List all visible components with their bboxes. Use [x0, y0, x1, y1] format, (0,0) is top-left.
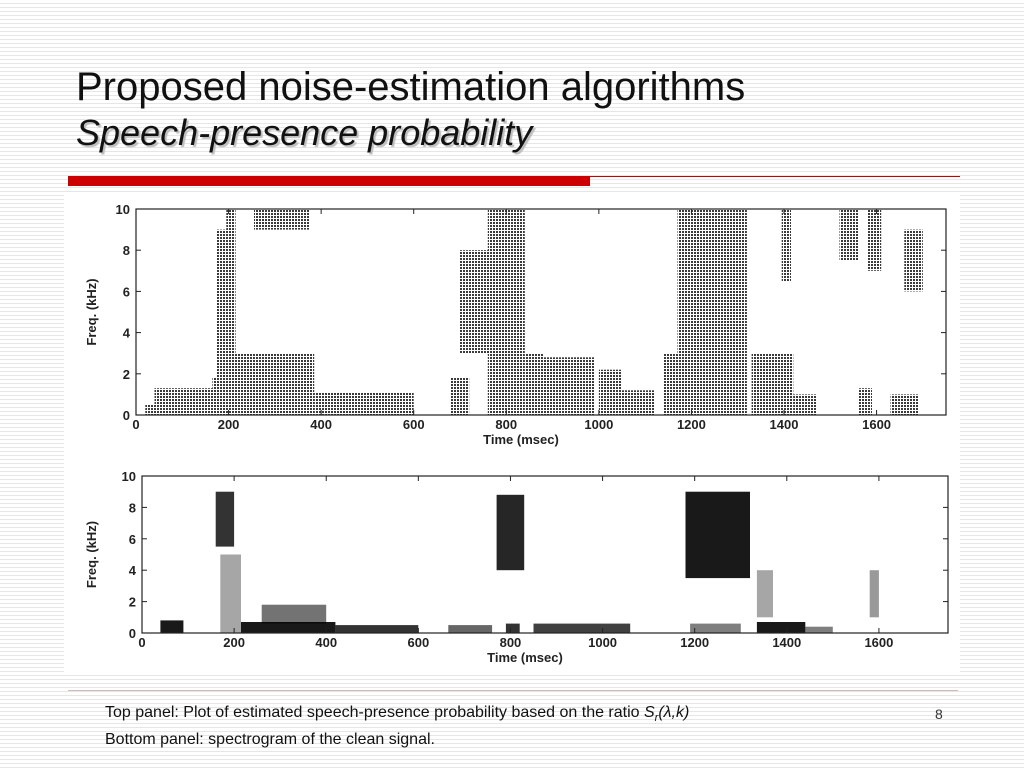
data-region — [524, 353, 544, 415]
data-region — [858, 388, 872, 415]
x-tick-label: 1600 — [864, 635, 893, 650]
x-tick-label: 1200 — [677, 417, 706, 432]
data-region — [685, 491, 750, 579]
data-region — [496, 494, 525, 571]
x-tick-label: 0 — [138, 635, 145, 650]
data-region — [869, 570, 879, 618]
caption-line-1-text: Top panel: Plot of estimated speech-pres… — [105, 704, 644, 721]
x-tick-label: 1600 — [862, 417, 891, 432]
caption-rule — [68, 690, 958, 691]
plot-frame — [135, 208, 947, 416]
data-region — [793, 394, 817, 415]
data-region — [890, 394, 919, 415]
data-region — [254, 209, 310, 230]
x-tick-label: 1400 — [772, 635, 801, 650]
x-tick-label: 400 — [310, 417, 332, 432]
data-region — [241, 622, 336, 633]
data-region — [756, 570, 773, 618]
caption-line-2: Bottom panel: spectrogram of the clean s… — [105, 731, 435, 749]
x-axis-label: Time (msec) — [487, 650, 563, 665]
x-tick-label: 1000 — [584, 417, 613, 432]
y-tick-label: 2 — [129, 595, 136, 610]
x-tick-label: 1000 — [588, 635, 617, 650]
data-region — [663, 353, 678, 415]
y-tick-label: 0 — [129, 626, 136, 641]
data-region — [450, 377, 470, 415]
data-region — [904, 229, 923, 292]
data-region — [226, 209, 236, 415]
data-region — [781, 209, 791, 282]
y-axis-label: Freq. (kHz) — [84, 278, 99, 345]
data-region — [235, 353, 315, 415]
data-region — [145, 404, 164, 415]
figure-svg: 0 200 400 600 800 1000 1200 1400 16000246810Time… — [84, 202, 949, 665]
data-region — [448, 625, 493, 633]
slide-title: Proposed noise-estimation algorithms Spe… — [76, 64, 976, 156]
ratio-subscript: r — [654, 712, 659, 725]
y-tick-label: 4 — [129, 563, 137, 578]
title-main: Proposed noise-estimation algorithms — [76, 65, 746, 109]
x-tick-label: 600 — [407, 635, 429, 650]
figure: 0 200 400 600 800 1000 1200 1400 1600 0 2 4 6 8 10 Time… — [64, 195, 960, 673]
caption-line-1: Top panel: Plot of estimated speech-pres… — [105, 702, 955, 729]
data-region — [751, 353, 794, 415]
data-region — [543, 357, 595, 415]
x-tick-label: 400 — [315, 635, 337, 650]
y-tick-label: 4 — [123, 326, 131, 341]
data-region — [598, 369, 622, 415]
ratio-symbol: Sr(λ,k) — [644, 704, 690, 725]
data-region — [805, 626, 833, 633]
ratio-symbol-s: S — [644, 704, 655, 721]
data-region — [215, 491, 235, 547]
ratio-args: (λ,k) — [658, 704, 690, 721]
data-region — [154, 388, 215, 415]
y-tick-label: 6 — [129, 532, 136, 547]
y-tick-label: 8 — [123, 243, 130, 258]
y-tick-label: 8 — [129, 500, 136, 515]
data-region — [487, 209, 525, 415]
x-tick-label: 800 — [495, 417, 517, 432]
slide-number: 8 — [935, 706, 943, 722]
y-tick-label: 2 — [123, 367, 130, 382]
data-region — [335, 625, 419, 633]
data-region — [505, 623, 520, 633]
data-region — [756, 622, 806, 633]
bottom-panel: 0 200 400 600 800 1000 1200 1400 1600 0 2 4 6 8 10 Time… — [84, 469, 949, 665]
x-tick-label: 600 — [403, 417, 425, 432]
y-tick-label: 6 — [123, 284, 130, 299]
x-tick-label: 800 — [500, 635, 522, 650]
y-tick-label: 0 — [123, 408, 130, 423]
data-region — [339, 400, 405, 415]
y-axis-label: Freq. (kHz) — [84, 521, 99, 588]
data-region — [622, 390, 655, 415]
data-region — [160, 620, 184, 633]
data-region — [677, 209, 747, 415]
x-tick-label: 1400 — [770, 417, 799, 432]
x-tick-label: 1200 — [680, 635, 709, 650]
data-region — [533, 623, 631, 633]
caption: Top panel: Plot of estimated speech-pres… — [105, 702, 955, 751]
x-axis-label: Time (msec) — [483, 432, 559, 447]
data-region — [690, 623, 741, 633]
x-tick-label: 200 — [218, 417, 240, 432]
data-region — [839, 209, 858, 261]
title-subtitle: Speech-presence probability — [76, 112, 533, 153]
x-tick-label: 200 — [223, 635, 245, 650]
y-tick-label: 10 — [122, 469, 136, 484]
title-underline-rule — [590, 176, 960, 177]
data-region — [867, 209, 882, 271]
data-region — [220, 554, 241, 633]
plot-frame — [141, 475, 949, 634]
data-region — [261, 604, 327, 624]
title-underline-bar — [68, 176, 590, 186]
top-panel: 0 200 400 600 800 1000 1200 1400 1600 0 2 4 6 8 10 Time… — [84, 202, 947, 447]
y-tick-label: 10 — [116, 202, 130, 217]
x-tick-label: 0 — [132, 417, 139, 432]
